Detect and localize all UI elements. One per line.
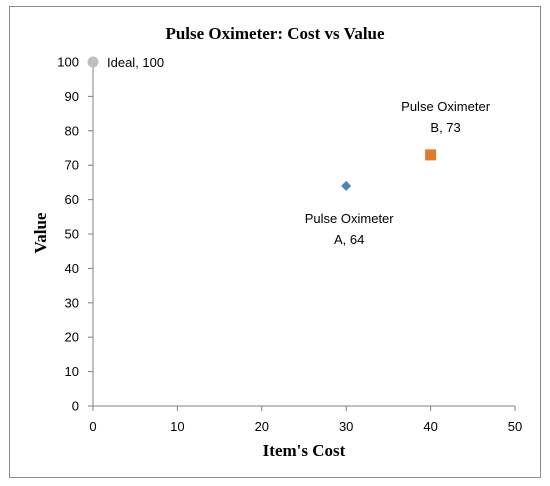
ideal-point-marker [87, 56, 99, 68]
y-tick-label: 50 [65, 227, 79, 242]
y-tick-label: 20 [65, 330, 79, 345]
y-tick-label: 80 [65, 123, 79, 138]
data-labels: Ideal, 100 Pulse Oximeter A, 64 Pulse Oxime… [107, 55, 491, 247]
y-tick-label: 100 [57, 55, 79, 70]
y-tick-label: 60 [65, 192, 79, 207]
data-label: Pulse Oximeter [305, 211, 395, 226]
y-tick-label: 10 [65, 364, 79, 379]
y-tick-label: 70 [65, 158, 79, 173]
chart-title: Pulse Oximeter: Cost vs Value [165, 24, 385, 43]
data-label: B, 73 [430, 120, 460, 135]
x-tick-label: 20 [255, 419, 269, 434]
x-tick-label: 40 [423, 419, 437, 434]
y-axis-title: Value [31, 212, 50, 253]
x-tick-label: 10 [170, 419, 184, 434]
data-label: Ideal, 100 [107, 55, 164, 70]
chart-frame [9, 6, 541, 478]
oximeter-a-marker [341, 180, 352, 191]
x-tick-label: 30 [339, 419, 353, 434]
axes: 0 10 20 30 40 50 60 70 80 90 100 0 10 20 30 40 50 [57, 55, 522, 435]
data-label: A, 64 [334, 232, 364, 247]
x-tick-label: 50 [508, 419, 522, 434]
oximeter-b-marker [425, 149, 437, 161]
data-label: Pulse Oximeter [401, 99, 491, 114]
y-tick-label: 90 [65, 89, 79, 104]
x-tick-label: 0 [89, 419, 96, 434]
y-tick-label: 0 [72, 399, 79, 414]
y-tick-label: 40 [65, 261, 79, 276]
y-tick-label: 30 [65, 295, 79, 310]
x-axis-title: Item's Cost [263, 441, 346, 460]
data-points [87, 56, 437, 191]
